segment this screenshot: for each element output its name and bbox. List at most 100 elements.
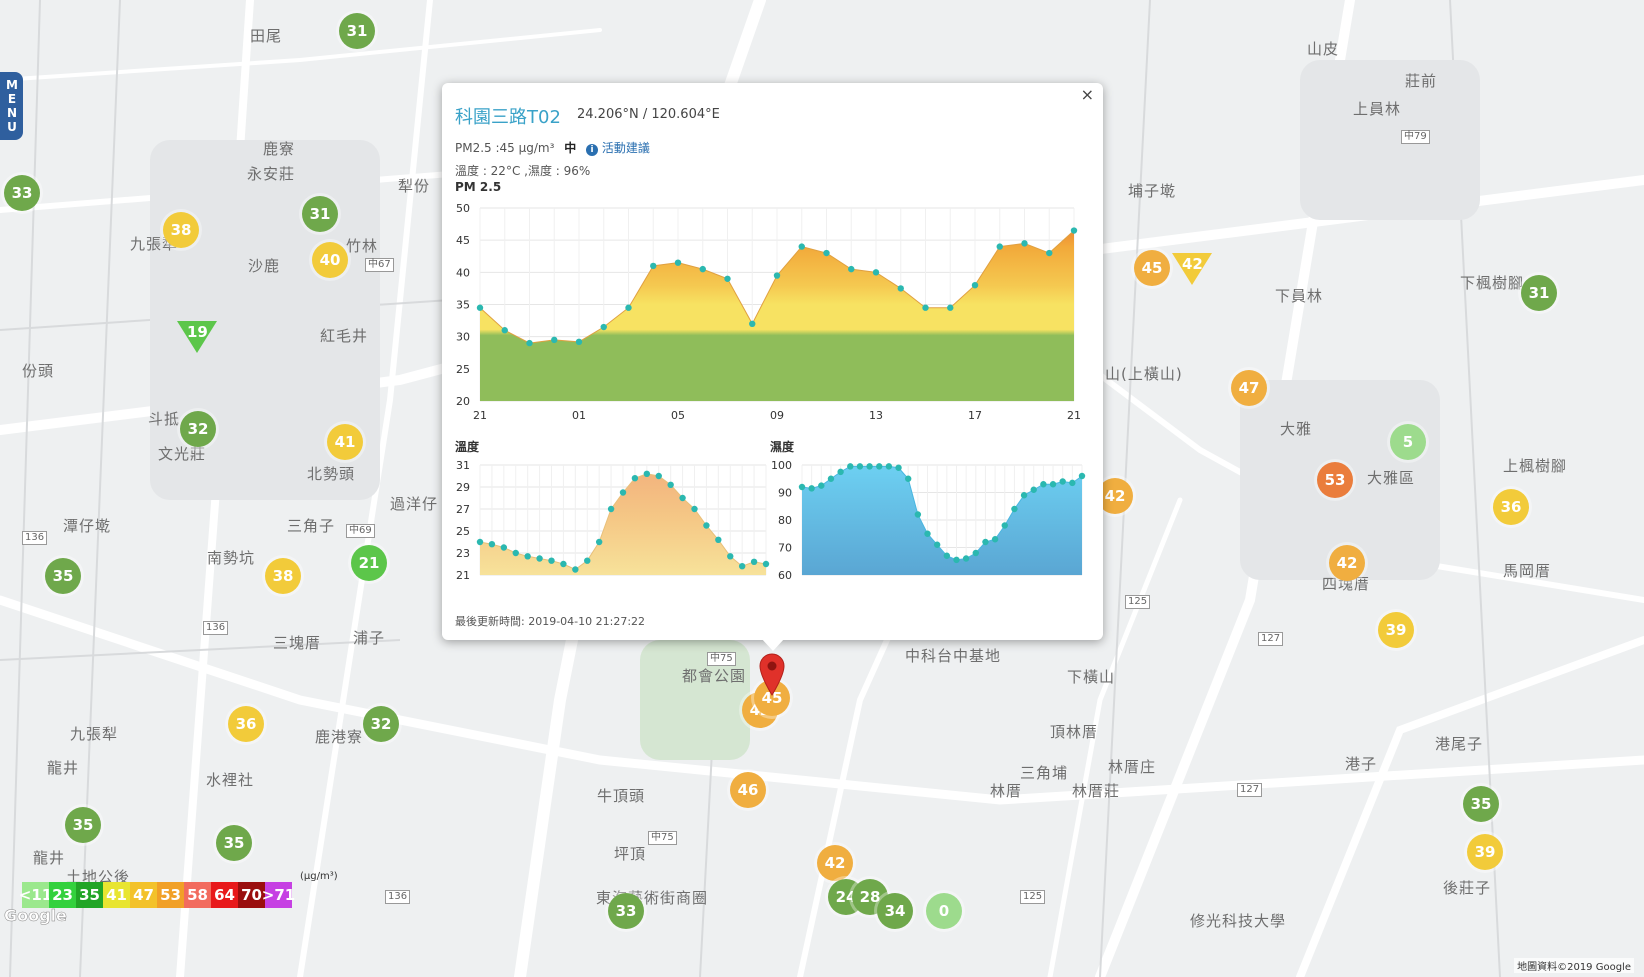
map-place-label: 潭仔墘 — [63, 517, 112, 535]
station-marker[interactable]: 47 — [1231, 370, 1267, 406]
station-marker[interactable]: 42 — [1097, 478, 1133, 514]
data-point — [524, 553, 531, 560]
road-shield: 中67 — [365, 258, 394, 272]
station-marker[interactable]: 35 — [1463, 786, 1499, 822]
data-point — [933, 541, 941, 548]
station-coordinates: 24.206°N / 120.604°E — [577, 107, 720, 122]
popup-pointer — [761, 638, 785, 651]
data-point — [607, 505, 615, 513]
humidity-chart-title: 濕度 — [770, 440, 795, 454]
road-shield: 127 — [1258, 632, 1284, 646]
map-place-label: 斗抵 — [148, 410, 181, 428]
series-area — [480, 230, 1074, 401]
map-place-label: 林厝莊 — [1072, 782, 1121, 800]
y-tick-label: 40 — [456, 266, 470, 279]
data-point — [885, 463, 893, 470]
data-point — [818, 482, 825, 489]
temperature-chart: 31 29 27 25 23 21 — [456, 459, 770, 582]
station-marker[interactable]: 33 — [4, 175, 40, 211]
station-marker[interactable]: 21 — [351, 545, 387, 581]
station-marker[interactable]: 35 — [216, 825, 252, 861]
data-point — [600, 323, 607, 331]
data-point — [895, 464, 902, 471]
station-marker[interactable]: 46 — [730, 772, 766, 808]
road-shield: 136 — [203, 621, 229, 635]
station-marker[interactable]: 39 — [1467, 834, 1503, 870]
data-point — [691, 505, 698, 513]
data-point — [798, 483, 806, 491]
station-popup: × 科園三路T02 24.206°N / 120.604°E PM2.5 :45… — [442, 83, 1103, 640]
map-place-label: 山(上橫山) — [1105, 365, 1183, 383]
map-place-label: 港子 — [1345, 755, 1378, 773]
activity-advice-link[interactable]: i 活動建議 — [586, 141, 650, 156]
map-place-label: 下橫山 — [1067, 668, 1116, 686]
y-tick-label: 20 — [456, 395, 470, 408]
data-point — [703, 522, 710, 529]
station-name[interactable]: 科園三路T02 — [455, 107, 561, 128]
map-place-label: 水裡社 — [206, 771, 255, 789]
station-marker[interactable]: 38 — [163, 212, 199, 248]
data-point — [947, 304, 954, 311]
y-tick-label: 70 — [778, 542, 792, 555]
station-marker[interactable]: 5 — [1390, 424, 1426, 460]
station-marker[interactable]: 42 — [817, 845, 853, 881]
selected-location-pin-icon[interactable] — [758, 652, 786, 696]
station-marker[interactable]: 32 — [180, 411, 216, 447]
x-tick-label: 13 — [869, 409, 883, 422]
sensor-triangle-marker[interactable] — [177, 321, 217, 353]
station-marker[interactable]: 40 — [312, 242, 348, 278]
menu-button[interactable]: MENU — [0, 72, 23, 140]
station-marker[interactable]: 33 — [608, 893, 644, 929]
x-tick-label: 21 — [473, 409, 487, 422]
data-point — [773, 272, 781, 279]
station-marker[interactable]: 42 — [1329, 545, 1365, 581]
data-point — [526, 339, 533, 347]
map-place-label: 北勢頭 — [307, 465, 356, 483]
legend-item: 47 — [130, 882, 157, 908]
data-point — [667, 481, 674, 488]
station-marker[interactable]: 31 — [339, 13, 375, 49]
station-marker[interactable]: 36 — [1493, 489, 1529, 525]
weather-summary: 溫度 : 22°C ,濕度 : 96% — [455, 164, 591, 178]
station-marker[interactable]: 53 — [1317, 462, 1353, 498]
data-point — [827, 475, 835, 482]
map-place-label: 龍井 — [33, 849, 66, 867]
data-point — [643, 470, 651, 477]
data-point — [727, 553, 734, 560]
map-place-label: 龍井 — [47, 759, 80, 777]
sensor-triangle-value: 19 — [187, 323, 208, 341]
sensor-triangle-marker[interactable] — [1172, 253, 1212, 285]
station-marker[interactable]: 31 — [302, 196, 338, 232]
map-place-label: 莊前 — [1405, 72, 1438, 90]
legend-item: 41 — [103, 882, 130, 908]
station-marker[interactable]: 35 — [45, 558, 81, 594]
station-marker[interactable]: 41 — [327, 424, 363, 460]
station-marker[interactable]: 0 — [926, 893, 962, 929]
data-point — [625, 304, 632, 311]
x-tick-label: 01 — [572, 409, 586, 422]
map-place-label: 三角子 — [287, 517, 336, 535]
station-marker[interactable]: 39 — [1378, 612, 1414, 648]
data-point — [1001, 522, 1008, 529]
map-place-label: 後莊子 — [1443, 879, 1492, 897]
data-point — [750, 558, 758, 565]
station-marker[interactable]: 38 — [265, 558, 301, 594]
data-point — [866, 463, 873, 470]
station-marker[interactable]: 35 — [65, 807, 101, 843]
data-point — [715, 536, 722, 543]
station-marker[interactable]: 32 — [363, 706, 399, 742]
map-place-label: 下楓樹腳 — [1460, 274, 1525, 292]
station-marker[interactable]: 34 — [877, 893, 913, 929]
close-icon[interactable]: × — [1080, 85, 1094, 104]
info-icon: i — [586, 144, 599, 156]
station-marker[interactable]: 36 — [228, 706, 264, 742]
data-point — [1069, 479, 1076, 487]
pm25-chart-title: PM 2.5 — [455, 180, 502, 194]
data-point — [738, 563, 746, 570]
station-marker[interactable]: 45 — [1134, 250, 1170, 286]
station-marker[interactable]: 31 — [1521, 275, 1557, 311]
data-point — [1070, 227, 1078, 234]
map-place-label: 下員林 — [1275, 287, 1324, 305]
